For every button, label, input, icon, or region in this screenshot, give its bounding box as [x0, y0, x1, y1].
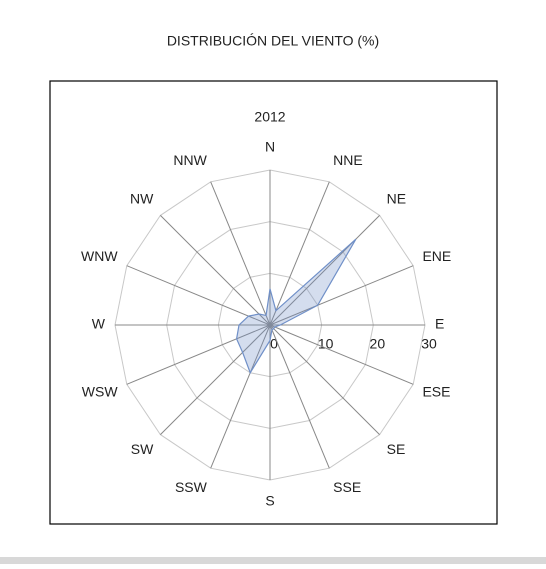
spoke [210, 181, 271, 326]
spoke [126, 265, 271, 326]
spoke [160, 324, 271, 435]
chart-title: DISTRIBUCIÓN DEL VIENTO (%) [167, 33, 379, 49]
spoke [126, 324, 271, 385]
plot-frame [49, 80, 498, 525]
category-label: W [92, 316, 106, 332]
category-label: SE [387, 441, 406, 457]
spoke [210, 324, 271, 469]
category-label: SSW [175, 479, 208, 495]
category-label: ENE [422, 248, 451, 264]
spoke [269, 324, 414, 385]
category-label: N [265, 139, 275, 155]
r-tick-label: 20 [370, 336, 386, 352]
spoke [269, 265, 414, 326]
category-label: ESE [422, 383, 450, 399]
r-tick-label: 0 [270, 336, 278, 352]
spoke [269, 324, 380, 435]
category-label: NW [130, 191, 154, 207]
chart-subtitle: 2012 [254, 109, 285, 125]
spoke [269, 215, 380, 326]
category-label: WNW [81, 248, 118, 264]
spoke [269, 181, 330, 326]
r-tick-label: 30 [421, 336, 437, 352]
r-tick-label: 10 [318, 336, 334, 352]
spoke [160, 215, 271, 326]
category-label: S [265, 493, 274, 509]
radar-plot: 0 10 20 30 N NNE NE ENE E ESE SE SSE S SSW SW WSW W WNW NW… [81, 139, 451, 509]
category-label: SW [131, 441, 154, 457]
series-area [235, 238, 357, 375]
category-label: E [435, 316, 444, 332]
category-label: NNW [173, 152, 207, 168]
category-label: SSE [333, 479, 361, 495]
footer-bar [0, 557, 546, 564]
category-label: NE [387, 191, 406, 207]
spoke [269, 324, 330, 469]
category-label: WSW [82, 383, 119, 399]
category-label: NNE [333, 152, 363, 168]
